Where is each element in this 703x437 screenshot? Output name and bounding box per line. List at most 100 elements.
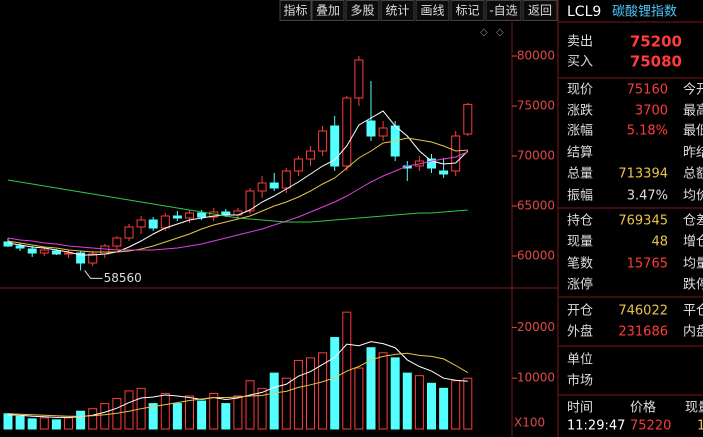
row-label-right: 内盘 bbox=[683, 324, 703, 340]
candle-body bbox=[136, 219, 146, 228]
candle-body bbox=[100, 245, 110, 255]
toolbar-button[interactable] bbox=[279, 0, 312, 21]
row-label-right: 增仓 bbox=[683, 235, 703, 250]
candle-body bbox=[160, 215, 170, 229]
row-label: 开仓 bbox=[567, 304, 593, 319]
row-label: 涨幅 bbox=[567, 124, 593, 139]
volume-bar bbox=[76, 410, 86, 430]
candle-body bbox=[112, 237, 122, 247]
toolbar-label[interactable]: 多股 bbox=[350, 4, 374, 18]
volume-bar bbox=[306, 357, 315, 430]
y-tick-label: 65000 bbox=[517, 199, 555, 213]
volume-bar bbox=[293, 359, 303, 430]
row-label-right: 今开 bbox=[683, 82, 703, 98]
candle-body bbox=[269, 182, 279, 189]
ask-price: 75200 bbox=[630, 33, 682, 51]
volume-bar bbox=[160, 392, 170, 430]
toolbar-button[interactable] bbox=[380, 0, 415, 21]
volume-bar bbox=[15, 415, 25, 430]
row-label-right: 仓差 bbox=[683, 214, 703, 229]
row-value: 769345 bbox=[618, 214, 668, 229]
candle-body bbox=[293, 158, 303, 172]
row-label: 涨停 bbox=[567, 277, 593, 293]
toolbar-label[interactable]: 标记 bbox=[455, 4, 479, 18]
y-tick-label: 20000 bbox=[517, 320, 555, 334]
candle-body bbox=[51, 250, 61, 255]
bid-label: 买入 bbox=[567, 55, 593, 70]
y-tick-label: 75000 bbox=[517, 99, 555, 113]
volume-bar bbox=[51, 419, 61, 430]
volume-bar bbox=[39, 417, 49, 430]
toolbar-button[interactable] bbox=[345, 0, 380, 21]
volume-bar bbox=[64, 417, 73, 430]
volume-bar bbox=[354, 367, 364, 430]
row-label-right: 均价 bbox=[683, 189, 703, 204]
toolbar-button[interactable] bbox=[311, 0, 345, 21]
candle-body bbox=[281, 170, 291, 189]
volume-bar bbox=[366, 347, 376, 430]
candle-body bbox=[257, 182, 267, 192]
row-value: 713394 bbox=[618, 167, 668, 182]
toolbar-label[interactable]: 返回 bbox=[528, 4, 552, 18]
candle-body bbox=[427, 158, 436, 169]
volume-bar bbox=[451, 380, 461, 430]
toolbar-label[interactable]: -自选 bbox=[489, 4, 517, 18]
row-label: 总量 bbox=[567, 167, 593, 182]
volume-bar bbox=[414, 375, 424, 430]
volume-bar bbox=[318, 352, 328, 430]
toolbar-button[interactable] bbox=[450, 0, 485, 21]
toolbar-label[interactable]: 画线 bbox=[420, 4, 444, 18]
low-annotation: 58560 bbox=[104, 271, 142, 285]
candle-body bbox=[342, 97, 352, 167]
toolbar-button[interactable] bbox=[415, 0, 450, 21]
toolbar-label[interactable]: 指标 bbox=[283, 3, 307, 18]
candle-body bbox=[27, 248, 37, 254]
candle-body bbox=[306, 150, 315, 160]
volume-bar bbox=[402, 372, 412, 430]
toolbar-label[interactable]: 叠加 bbox=[316, 4, 340, 18]
row-label-right: 跌停 bbox=[683, 277, 703, 293]
ask-label: 卖出 bbox=[567, 35, 593, 50]
row-label: 结算 bbox=[567, 146, 593, 161]
candle-body bbox=[463, 103, 473, 135]
toolbar-label[interactable]: 统计 bbox=[385, 4, 409, 18]
symbol-name: 碳酸锂指数 bbox=[612, 5, 677, 20]
volume-bar bbox=[427, 382, 436, 430]
candle-body bbox=[233, 210, 243, 216]
icon[interactable]: ◇ bbox=[480, 27, 488, 38]
candle-body bbox=[330, 125, 340, 167]
trade-time: 11:29:47 bbox=[567, 419, 625, 434]
volume-bar bbox=[439, 387, 449, 430]
toolbar-button[interactable] bbox=[522, 0, 558, 21]
volume-bar bbox=[197, 400, 207, 430]
volume-bar bbox=[463, 377, 473, 430]
row-label-right: 总额 bbox=[683, 167, 703, 182]
row-label-right: 平仓 bbox=[683, 304, 703, 319]
row-value: 15765 bbox=[627, 257, 668, 272]
row-value: 3700 bbox=[635, 104, 668, 119]
row-label: 持仓 bbox=[567, 214, 593, 229]
icon[interactable]: ◇ bbox=[496, 27, 504, 38]
row-label: 现量 bbox=[567, 235, 593, 250]
toolbar-button[interactable] bbox=[485, 0, 522, 21]
trade-header: 价格 bbox=[630, 400, 656, 416]
trade-price: 75220 bbox=[630, 419, 671, 434]
volume-bar bbox=[124, 390, 134, 430]
row-label-right: 最低 bbox=[683, 124, 703, 139]
y-tick-label: 10000 bbox=[517, 371, 555, 385]
candle-body bbox=[88, 253, 98, 264]
volume-bar bbox=[185, 395, 194, 430]
candle-body bbox=[245, 190, 255, 212]
row-label: 外盘 bbox=[567, 324, 593, 340]
unit-label: X100 bbox=[514, 416, 545, 430]
candle-body bbox=[318, 130, 328, 152]
candle-body bbox=[124, 226, 134, 239]
row-label-right: 最高 bbox=[683, 103, 703, 119]
volume-bar bbox=[3, 413, 13, 430]
candle-body bbox=[354, 59, 364, 99]
row-value: 5.18% bbox=[627, 124, 668, 139]
row-value: 746022 bbox=[618, 304, 668, 319]
candle-body bbox=[366, 120, 376, 137]
